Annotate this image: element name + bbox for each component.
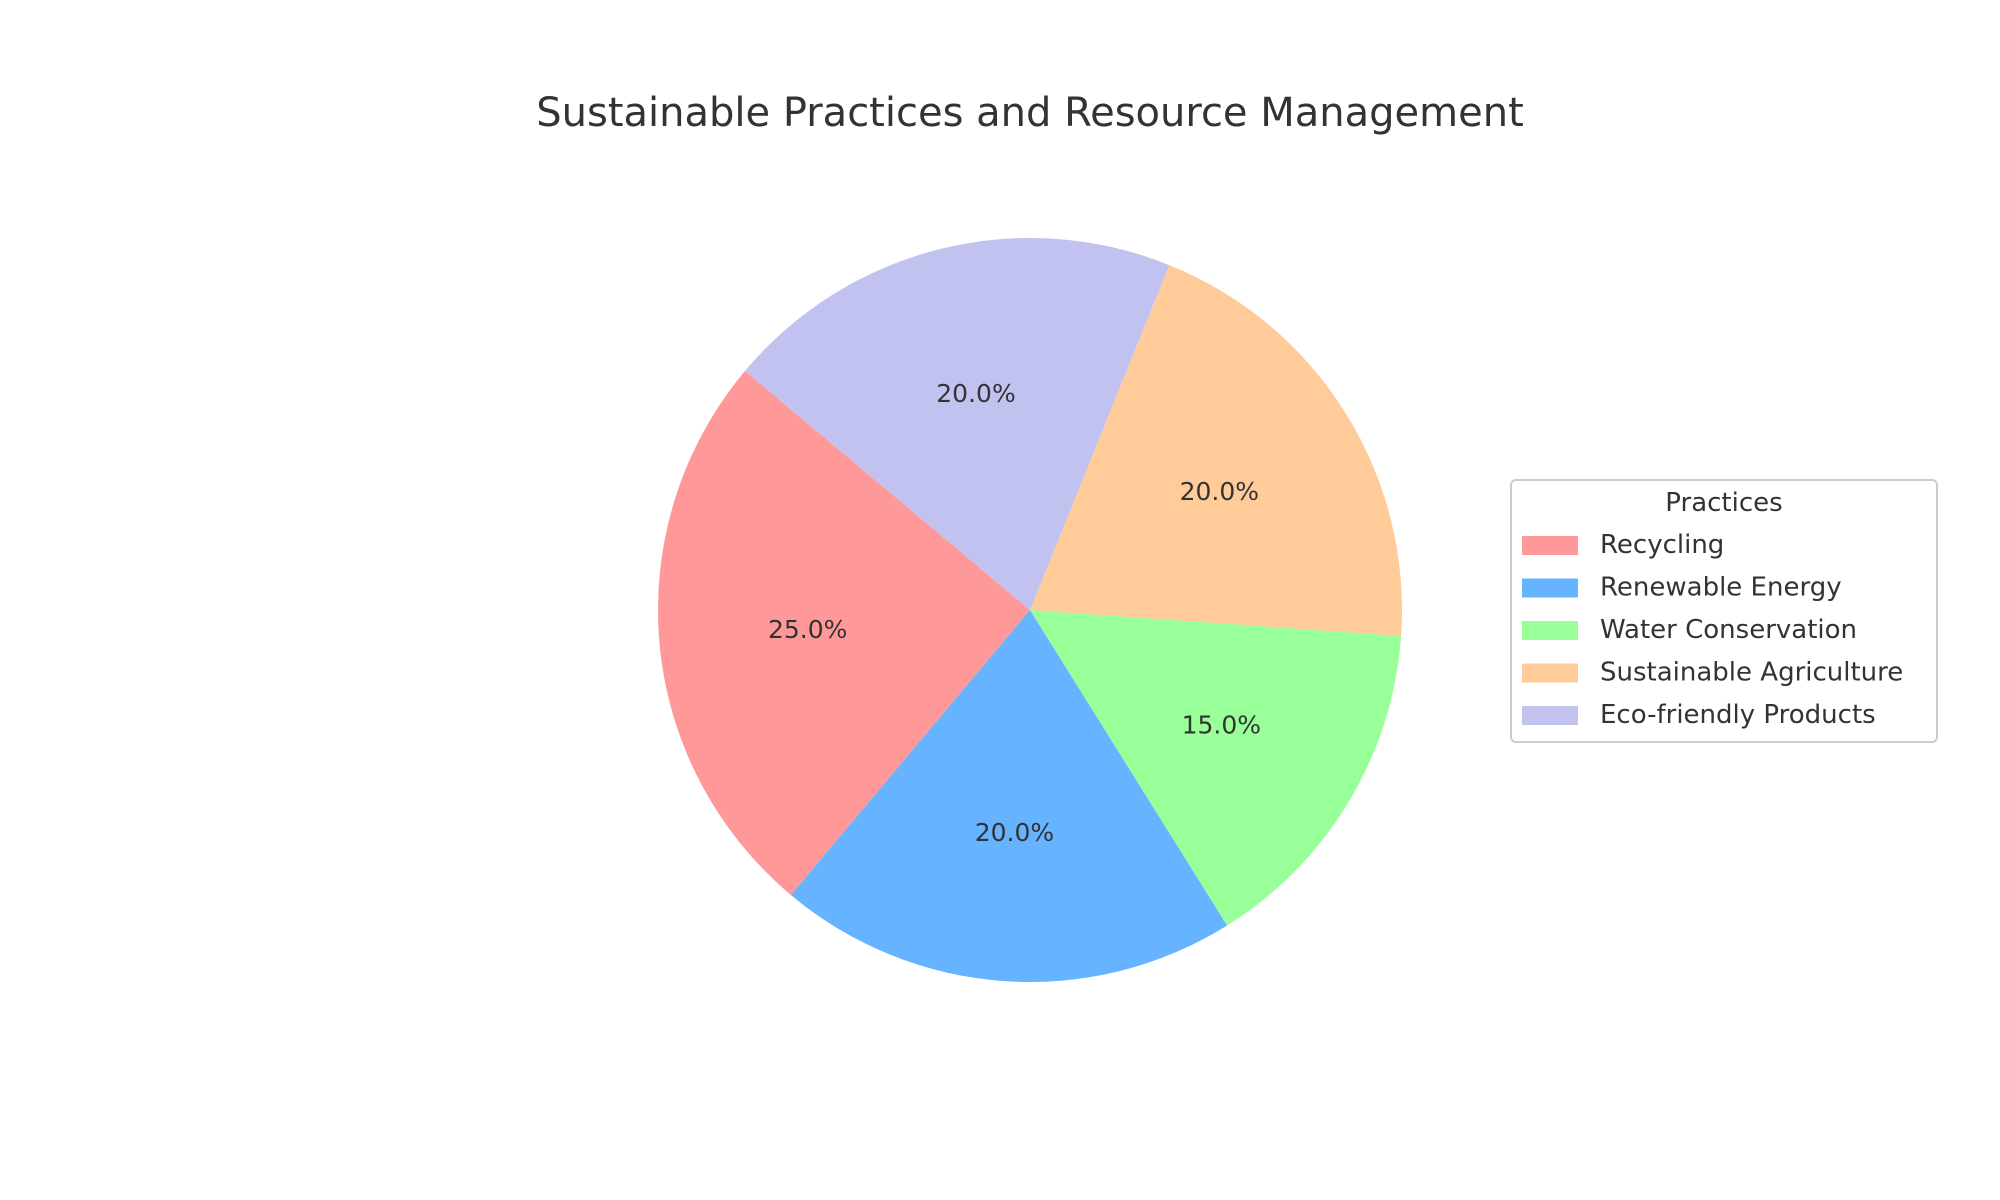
pie-slice-eco-friendly-products: [745, 238, 1170, 610]
legend-item-recycling: Recycling: [1522, 530, 1724, 560]
pie-slices: [658, 238, 1403, 982]
pie-label-eco-friendly-products: 20.0%: [936, 379, 1015, 408]
pie-label-sustainable-agriculture: 20.0%: [1180, 477, 1259, 506]
legend-item-sustainable-agriculture: Sustainable Agriculture: [1522, 658, 1903, 688]
pie-label-water-conservation: 15.0%: [1182, 710, 1261, 739]
pie-label-renewable-energy: 20.0%: [975, 818, 1054, 847]
legend: Practices Recycling Renewable Energy Water…: [1510, 479, 1938, 743]
legend-swatch-sustainable-agriculture: [1522, 663, 1578, 683]
chart-title: Sustainable Practices and Resource Manag…: [536, 90, 1524, 136]
legend-label-renewable-energy: Renewable Energy: [1600, 573, 1842, 603]
legend-swatch-water-conservation: [1522, 621, 1578, 640]
legend-title: Practices: [1665, 488, 1782, 518]
legend-label-recycling: Recycling: [1600, 530, 1724, 560]
legend-item-water-conservation: Water Conservation: [1522, 615, 1857, 645]
legend-swatch-eco-friendly-products: [1522, 706, 1578, 725]
legend-frame: [1510, 479, 1938, 743]
legend-items: Recycling Renewable Energy Water Conservat…: [1522, 530, 1903, 730]
pie-label-recycling: 25.0%: [768, 615, 847, 644]
legend-item-renewable-energy: Renewable Energy: [1522, 573, 1842, 603]
legend-item-eco-friendly-products: Eco-friendly Products: [1522, 700, 1876, 730]
legend-swatch-recycling: [1522, 536, 1578, 555]
pie-slice-renewable-energy: [790, 610, 1228, 982]
pie-slice-water-conservation: [1030, 610, 1402, 926]
pie-percent-labels: 25.0% 20.0% 15.0% 20.0% 20.0%: [768, 379, 1261, 847]
legend-label-sustainable-agriculture: Sustainable Agriculture: [1600, 658, 1903, 688]
pie-slice-sustainable-agriculture: [1030, 265, 1403, 636]
legend-label-water-conservation: Water Conservation: [1600, 615, 1857, 645]
legend-label-eco-friendly-products: Eco-friendly Products: [1600, 700, 1876, 730]
legend-swatch-renewable-energy: [1522, 578, 1578, 598]
pie-slice-recycling: [658, 370, 1030, 895]
